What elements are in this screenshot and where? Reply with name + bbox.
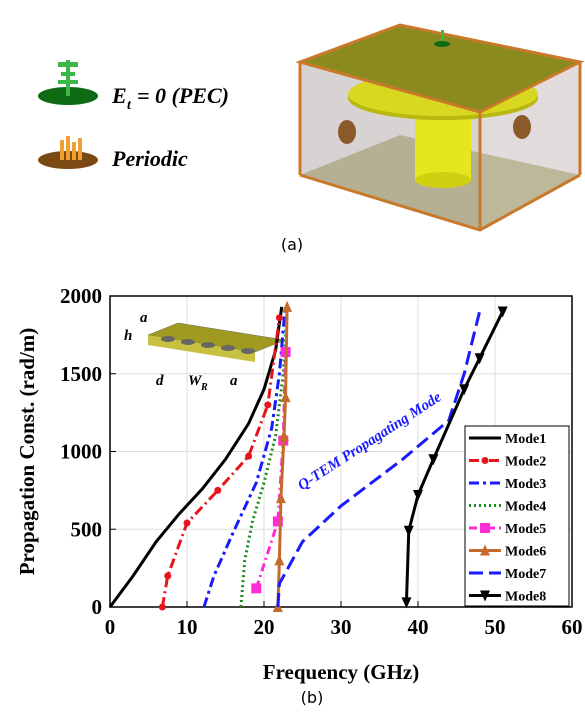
inset-label: d bbox=[156, 373, 164, 389]
inset-hole bbox=[221, 345, 235, 351]
y-tick-label: 2000 bbox=[60, 284, 102, 308]
panel-label: (b) bbox=[301, 688, 324, 707]
legend-label: Mode2 bbox=[505, 455, 546, 470]
y-tick-label: 1000 bbox=[60, 440, 102, 464]
marker bbox=[251, 583, 261, 593]
marker bbox=[276, 492, 286, 503]
inset-hole bbox=[241, 348, 255, 354]
x-tick-label: 20 bbox=[254, 615, 275, 639]
legend-label: Mode6 bbox=[505, 545, 546, 560]
pec-icon bbox=[38, 60, 98, 105]
pec-text: = 0 (PEC) bbox=[137, 83, 229, 108]
y-tick-label: 500 bbox=[71, 517, 103, 541]
legend-label: Mode3 bbox=[505, 477, 546, 492]
marker bbox=[413, 490, 423, 501]
series-line bbox=[278, 312, 480, 607]
marker bbox=[276, 314, 283, 321]
marker bbox=[164, 572, 171, 579]
marker bbox=[264, 401, 271, 408]
legend-marker bbox=[480, 523, 490, 533]
pec-subscript: t bbox=[127, 98, 132, 113]
y-tick-label: 1500 bbox=[60, 362, 102, 386]
x-axis-label: Frequency (GHz) bbox=[263, 660, 420, 684]
marker bbox=[159, 604, 166, 611]
marker bbox=[279, 430, 289, 441]
x-tick-label: 30 bbox=[331, 615, 352, 639]
legend-label: Mode4 bbox=[505, 500, 546, 515]
unit-cell-3d bbox=[300, 25, 580, 230]
marker bbox=[214, 487, 221, 494]
marker bbox=[282, 301, 292, 312]
legend-marker bbox=[482, 457, 489, 464]
y-tick-label: 0 bbox=[92, 595, 103, 619]
marker bbox=[281, 391, 291, 402]
legend-label: Mode8 bbox=[505, 590, 546, 605]
inset-hole bbox=[181, 339, 195, 345]
legend-label: Mode1 bbox=[505, 432, 546, 447]
figure: E t = 0 (PEC) Periodic (a) (b) 050010001… bbox=[0, 0, 585, 715]
marker bbox=[184, 520, 191, 527]
periodic-text: Periodic bbox=[111, 146, 188, 171]
x-tick-label: 0 bbox=[105, 615, 116, 639]
chart: 0 500 1000 1500 2000 0 10 20 30 40 50 60 Frequency (… bbox=[15, 284, 583, 684]
marker bbox=[274, 554, 284, 565]
inset-label: R bbox=[200, 382, 208, 393]
periodic-icon bbox=[38, 136, 98, 169]
legend-label: Mode5 bbox=[505, 522, 546, 537]
marker bbox=[245, 453, 252, 460]
inset-label: a bbox=[140, 310, 148, 326]
inset-hole bbox=[161, 336, 175, 342]
inset-label: a bbox=[230, 373, 238, 389]
inset-hole bbox=[201, 342, 215, 348]
legend-label: Mode7 bbox=[505, 567, 546, 582]
inset-label: h bbox=[124, 328, 132, 344]
x-tick-label: 40 bbox=[408, 615, 429, 639]
y-axis-label: Propagation Const. (rad/m) bbox=[15, 328, 39, 576]
x-tick-label: 60 bbox=[562, 615, 583, 639]
x-tick-label: 50 bbox=[485, 615, 506, 639]
panel-label: (a) bbox=[281, 235, 303, 254]
x-tick-label: 10 bbox=[177, 615, 198, 639]
pec-symbol: E bbox=[111, 83, 127, 108]
marker bbox=[404, 526, 414, 537]
